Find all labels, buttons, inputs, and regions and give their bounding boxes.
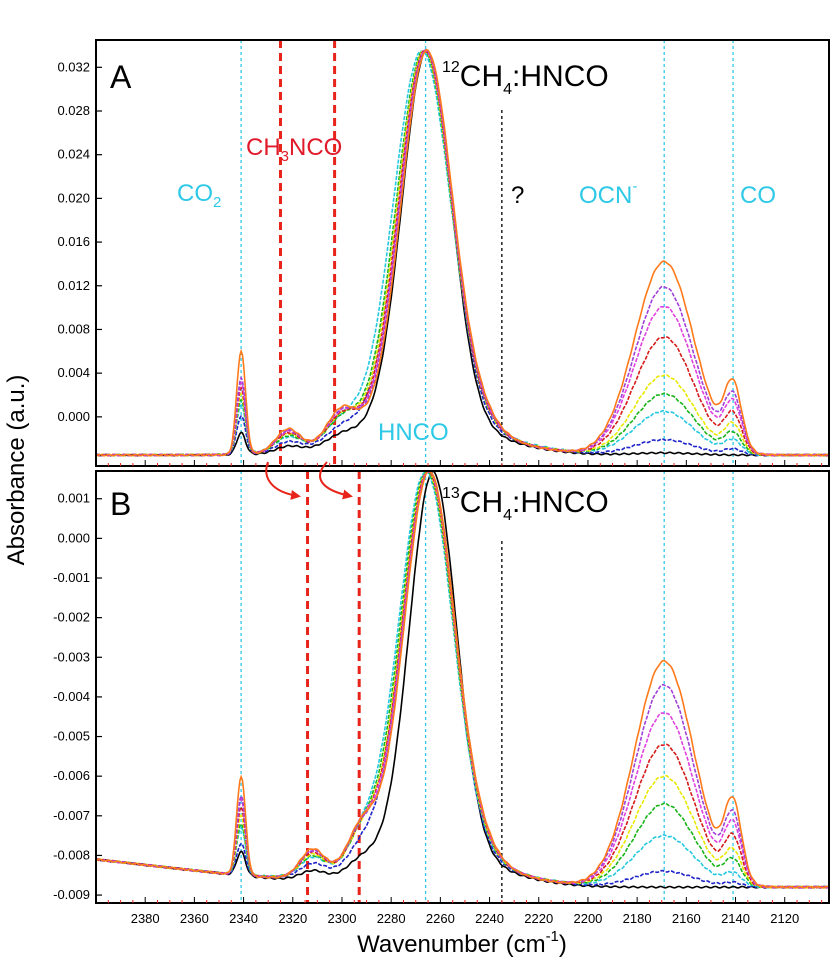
panel-b-y-tick-label-3: -0.002 <box>53 610 90 625</box>
panel-b-y-tick-label-1: 0.000 <box>57 530 90 545</box>
panel-b-y-tick-label-5: -0.004 <box>53 689 90 704</box>
panel-a-y-tick-label-0: 0.000 <box>57 409 90 424</box>
panel-b-y-tick-label-8: -0.007 <box>53 808 90 823</box>
x-axis-title: Wavenumber (cm-1) <box>357 928 567 958</box>
panel-a-series-2 <box>96 49 829 457</box>
panel-b-y-tick-label-7: -0.006 <box>53 768 90 783</box>
panel-a-y-tick-label-3: 0.012 <box>57 278 90 293</box>
panel-a-title-rest: :HNCO <box>512 60 609 93</box>
panel-a-y-tick-label-2: 0.008 <box>57 321 90 336</box>
x-tick-label-6: 2260 <box>426 911 455 926</box>
panel-a-series-1 <box>96 50 829 457</box>
panel-b-y-tick-label-10: -0.009 <box>53 887 90 902</box>
x-axis-title-main: Wavenumber (cm <box>357 931 545 958</box>
panel-a-title-isotope: 12 <box>442 59 460 76</box>
shift-arrow-1 <box>265 461 301 500</box>
x-tick-label-9: 2200 <box>573 911 602 926</box>
panel-a-y-tick-label-4: 0.016 <box>57 234 90 249</box>
panel-a-y-tick-label-6: 0.024 <box>57 147 90 162</box>
y-axis-title: Absorbance (a.u.) <box>3 375 30 566</box>
panel-b-y-tick-label-6: -0.005 <box>53 729 90 744</box>
label-question: ? <box>511 182 524 209</box>
panel-a-y-tick-label-7: 0.028 <box>57 103 90 118</box>
x-tick-label-2: 2340 <box>229 911 258 926</box>
panel-b-series-9 <box>96 471 829 889</box>
label-co2-main: CO <box>177 180 213 207</box>
x-tick-label-0: 2380 <box>131 911 160 926</box>
panel-a-y-tick-label-8: 0.032 <box>57 59 90 74</box>
panel-a-title-ch: CH <box>460 60 503 93</box>
label-hnco: HNCO <box>378 419 449 446</box>
panel-a-frame <box>95 39 830 467</box>
label-ocn-sup: - <box>632 178 637 195</box>
label-ocn: OCN- <box>579 178 637 209</box>
panel-b-title-isotope: 13 <box>442 485 460 502</box>
label-ch3nco-rest: NCO <box>289 134 342 161</box>
label-ocn-main: OCN <box>579 182 632 209</box>
label-co2: CO2 <box>177 180 221 211</box>
panel-a-title: 12CH4:HNCO <box>442 59 609 98</box>
panel-a-y-tick-label-5: 0.020 <box>57 190 90 205</box>
x-tick-label-3: 2320 <box>278 911 307 926</box>
panel-b-letter: B <box>110 486 131 522</box>
panel-a-series-9 <box>96 48 829 457</box>
panel-b-title-sub: 4 <box>503 507 512 524</box>
x-tick-label-7: 2240 <box>475 911 504 926</box>
x-tick-label-4: 2300 <box>328 911 357 926</box>
label-co2-sub: 2 <box>213 194 221 211</box>
panel-a-series-5 <box>96 50 829 457</box>
panel-b-frame <box>95 470 830 904</box>
x-tick-label-12: 2140 <box>721 911 750 926</box>
x-tick-label-5: 2280 <box>377 911 406 926</box>
x-axis-title-sup: -1 <box>546 928 559 945</box>
label-ch3nco-ch: CH <box>246 134 281 161</box>
panel-b-y-tick-label-9: -0.008 <box>53 847 90 862</box>
label-co: CO <box>740 182 776 209</box>
x-tick-label-13: 2120 <box>770 911 799 926</box>
panel-b-y-tick-label-0: 0.001 <box>57 491 90 506</box>
x-tick-label-1: 2360 <box>180 911 209 926</box>
x-tick-label-11: 2160 <box>672 911 701 926</box>
panel-a-series-7 <box>96 49 829 457</box>
panel-a-title-sub: 4 <box>503 81 512 98</box>
shift-arrow-2 <box>319 461 353 500</box>
panel-a-letter: A <box>110 59 132 95</box>
panel-b-y-tick-label-2: -0.001 <box>53 570 90 585</box>
panel-a-y-tick-label-1: 0.004 <box>57 365 90 380</box>
panel-b-y-tick-label-4: -0.003 <box>53 649 90 664</box>
x-axis-title-end: ) <box>559 931 567 958</box>
panel-b-title: 13CH4:HNCO <box>442 485 609 524</box>
label-ch3nco: CH3NCO <box>246 134 342 165</box>
panel-a-series-8 <box>96 49 829 457</box>
panel-a-series-4 <box>96 50 829 457</box>
label-ch3nco-sub: 3 <box>281 148 289 165</box>
panel-a-series-3 <box>96 50 829 457</box>
panel-b-title-rest: :HNCO <box>512 486 609 519</box>
panel-b-title-ch: CH <box>460 486 503 519</box>
panel-a-series-6 <box>96 49 829 457</box>
x-tick-label-8: 2220 <box>524 911 553 926</box>
x-tick-label-10: 2180 <box>623 911 652 926</box>
